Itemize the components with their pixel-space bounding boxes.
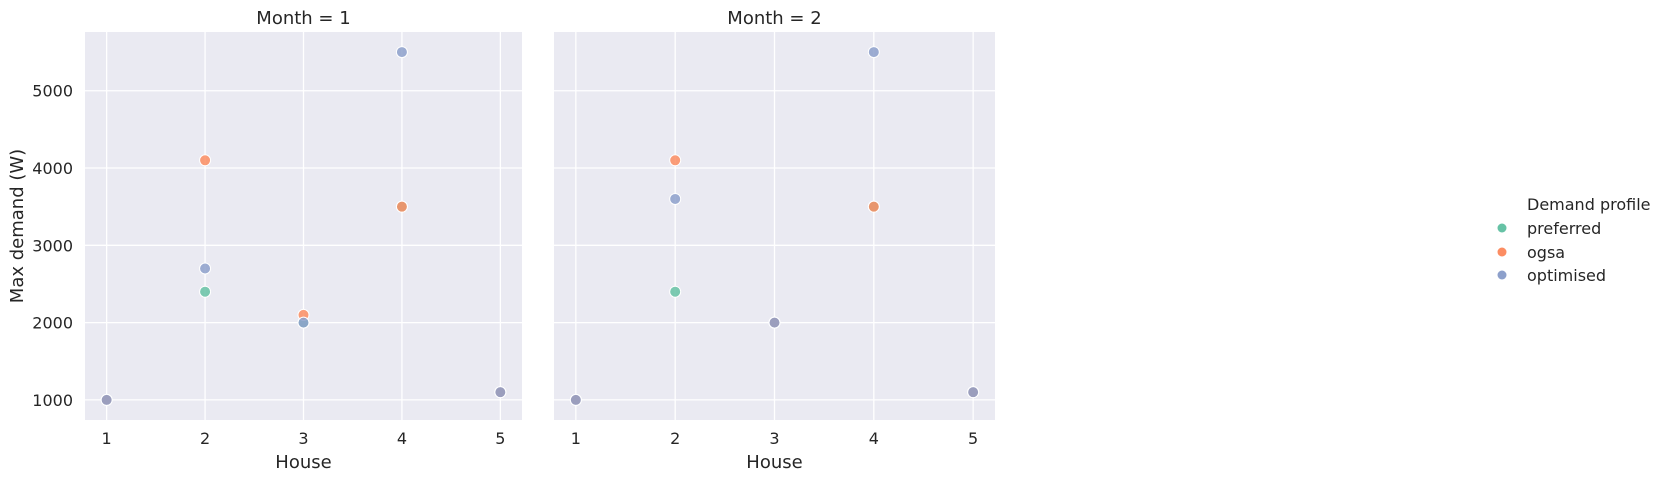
y-tick-label: 1000: [32, 391, 73, 410]
legend: Demand profile preferred ogsa optimised: [1497, 195, 1650, 285]
x-tick-label: 2: [200, 429, 210, 448]
legend-marker-optimised: [1497, 270, 1507, 280]
data-point-optimised: [867, 46, 880, 59]
legend-marker-preferred: [1497, 223, 1507, 233]
legend-item-preferred: preferred: [1497, 219, 1601, 238]
data-point-ogsa: [669, 154, 682, 167]
x-tick-label: 4: [397, 429, 407, 448]
x-tick-label: 5: [495, 429, 505, 448]
x-axis-label-month-1: House: [275, 452, 331, 473]
x-tick-label: 3: [298, 429, 308, 448]
data-point-optimised: [967, 386, 980, 399]
legend-label-optimised: optimised: [1527, 266, 1606, 285]
data-point-ogsa: [395, 200, 408, 213]
x-tick-labels-month-2: 1 2 3 4 5: [571, 429, 978, 448]
x-tick-label: 2: [670, 429, 680, 448]
legend-marker-ogsa: [1497, 247, 1507, 257]
grid-month-2: [554, 32, 995, 420]
y-tick-label: 3000: [32, 236, 73, 255]
data-point-optimised: [199, 262, 212, 275]
y-tick-label: 2000: [32, 314, 73, 333]
data-point-optimised: [569, 393, 582, 406]
x-axis-label-month-2: House: [746, 452, 802, 473]
data-point-optimised: [669, 192, 682, 205]
facet-title-month-1: Month = 1: [256, 8, 350, 29]
y-axis-label: Max demand (W): [7, 149, 28, 303]
data-point-optimised: [494, 386, 507, 399]
data-point-optimised: [768, 316, 781, 329]
grid-month-1: [85, 32, 522, 420]
x-tick-label: 1: [571, 429, 581, 448]
x-tick-label: 1: [102, 429, 112, 448]
points-month-2: [569, 46, 980, 406]
legend-label-ogsa: ogsa: [1527, 243, 1565, 262]
legend-title: Demand profile: [1527, 195, 1650, 214]
x-tick-labels-month-1: 1 2 3 4 5: [102, 429, 506, 448]
y-tick-labels: 1000 2000 3000 4000 5000: [32, 82, 73, 410]
legend-item-ogsa: ogsa: [1497, 243, 1565, 262]
legend-item-optimised: optimised: [1497, 266, 1606, 285]
data-point-ogsa: [199, 154, 212, 167]
x-tick-label: 4: [869, 429, 879, 448]
data-point-optimised: [395, 46, 408, 59]
data-point-preferred: [199, 285, 212, 298]
x-tick-label: 5: [968, 429, 978, 448]
x-tick-label: 3: [769, 429, 779, 448]
y-tick-label: 4000: [32, 159, 73, 178]
points-month-1: [100, 46, 507, 406]
facet-panel-month-2: 1 2 3 4 5 Month = 2 House: [554, 8, 995, 473]
data-point-optimised: [100, 393, 113, 406]
data-point-ogsa: [867, 200, 880, 213]
data-point-preferred: [669, 285, 682, 298]
facet-title-month-2: Month = 2: [727, 8, 821, 29]
legend-label-preferred: preferred: [1527, 219, 1601, 238]
data-point-optimised: [297, 316, 310, 329]
facet-panel-month-1: 1 2 3 4 5 1000 2000 3000 4000 5000 Month = 1 Hou…: [7, 8, 522, 473]
y-tick-label: 5000: [32, 82, 73, 101]
